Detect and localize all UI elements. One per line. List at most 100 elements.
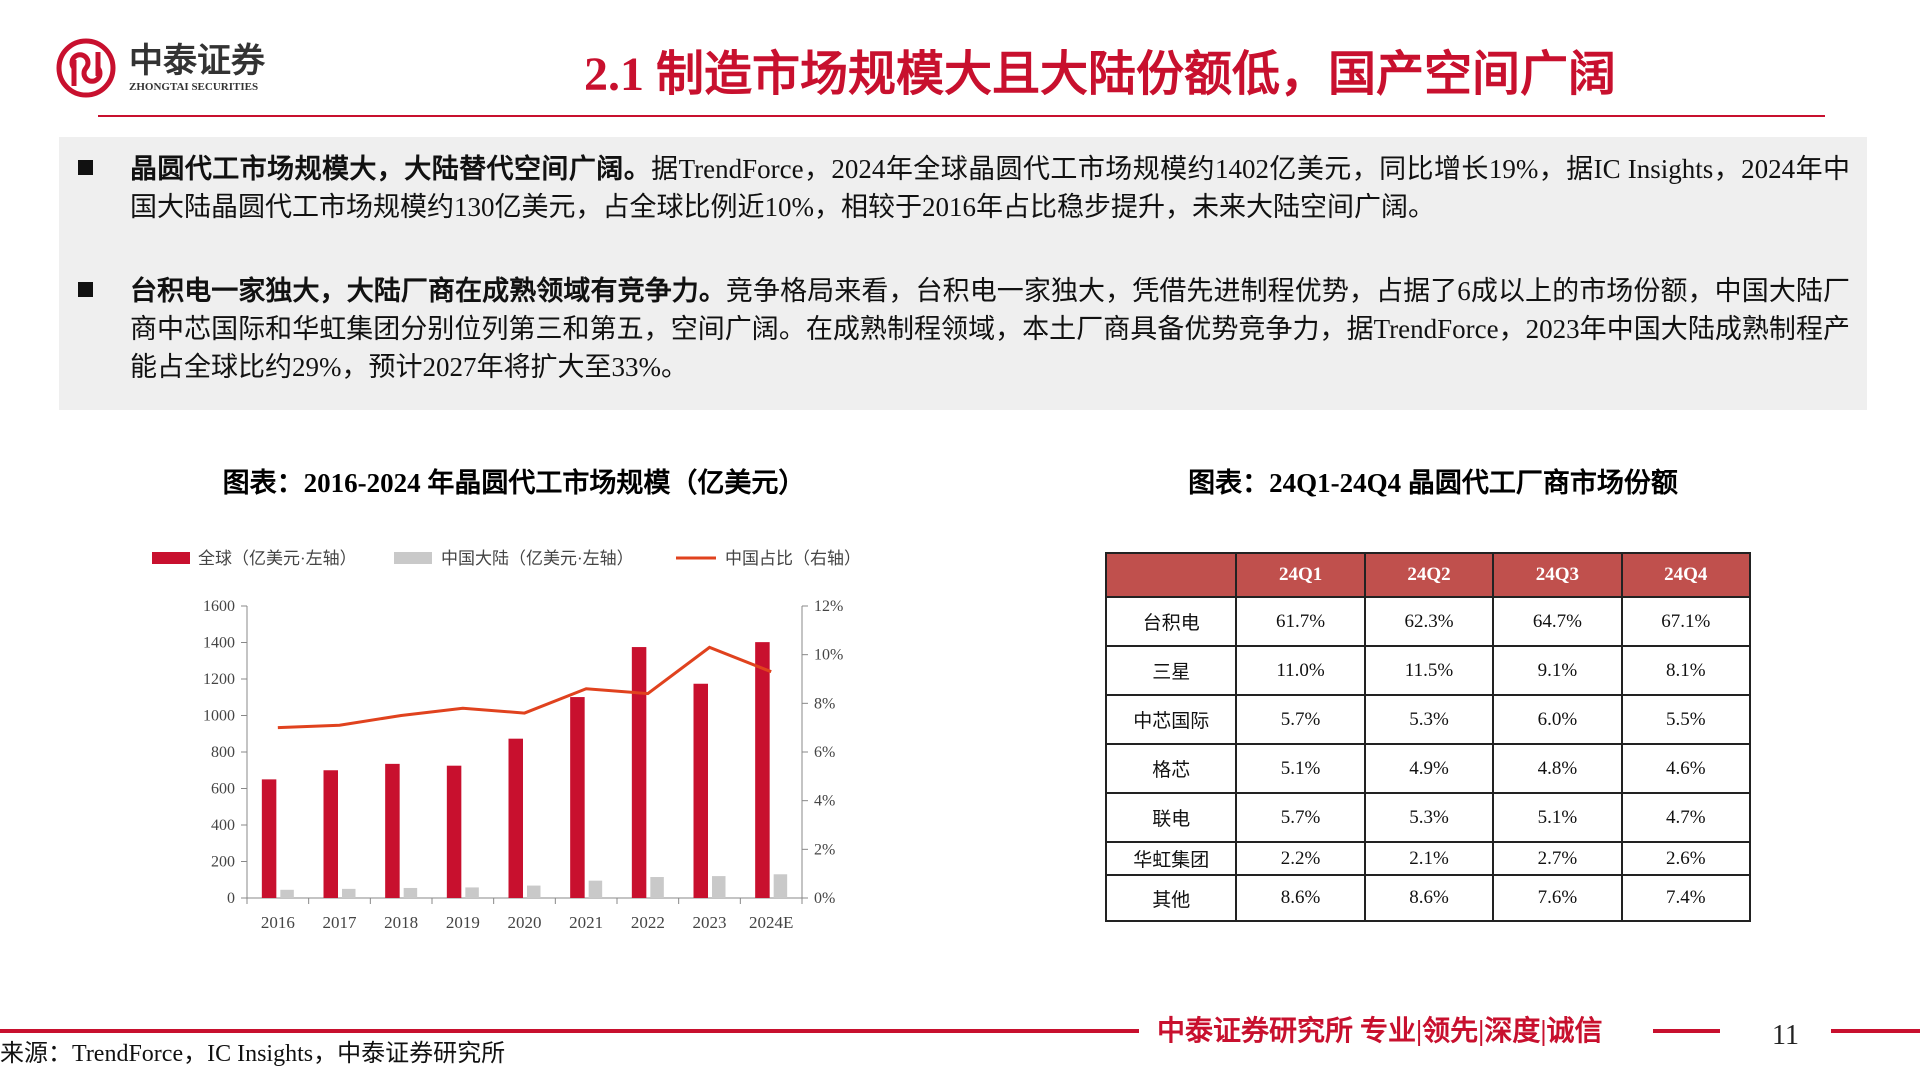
table-cell: 8.6% — [1235, 874, 1366, 922]
table-header: 24Q1 — [1235, 552, 1366, 598]
table-cell: 8.6% — [1363, 874, 1495, 922]
logo-mark — [69, 52, 103, 84]
x-tick-label: 2017 — [323, 913, 358, 932]
bar — [261, 779, 277, 898]
bar — [570, 697, 585, 898]
bar — [446, 765, 462, 898]
bar — [755, 642, 770, 898]
table-cell: 7.4% — [1620, 874, 1752, 922]
y2-tick-label: 12% — [814, 598, 843, 615]
table-cell: 62.3% — [1363, 596, 1495, 647]
x-tick-label: 2021 — [569, 913, 603, 932]
legend-label: 全球（亿美元·左轴） — [198, 549, 357, 568]
table-cell: 4.6% — [1620, 743, 1752, 794]
table-cell: 8.1% — [1620, 645, 1752, 696]
bullet-lead: 台积电一家独大，大陆厂商在成熟领域有竞争力。 — [130, 276, 726, 306]
line-series — [277, 645, 772, 730]
source: 来源：TrendForce，IC Insights，中泰证券研究所 — [0, 1040, 505, 1067]
bullet-text: 竞争格局来看，台积电一家独大，凭借先进制程优势，占据了6成以上的市场份额，中国大… — [130, 276, 1850, 382]
slide-title: 2.1 制造市场规模大且大陆份额低，国产空间广阔 — [583, 48, 1616, 101]
x-tick-label: 2018 — [384, 913, 418, 932]
table-header: 24Q3 — [1492, 552, 1623, 598]
legend-swatch — [152, 552, 190, 564]
table-row: 中芯国际 5.7% 5.3% 6.0% 5.5% — [1104, 694, 1752, 745]
bar — [323, 770, 338, 898]
bullet-marker — [78, 160, 93, 175]
table-cell: 67.1% — [1620, 596, 1752, 647]
table-cell: 61.7% — [1235, 596, 1366, 647]
table-cell: 5.7% — [1235, 694, 1366, 745]
bar — [693, 683, 708, 898]
y2-tick-label: 4% — [814, 793, 835, 810]
x-tick-label: 2024E — [749, 913, 793, 932]
table-cell: 2.7% — [1492, 841, 1623, 876]
bar — [631, 647, 647, 898]
row-label: 联电 — [1104, 792, 1238, 843]
table-row: 格芯 5.1% 4.9% 4.8% 4.6% — [1104, 743, 1752, 794]
bar — [508, 738, 523, 898]
table-cell: 11.0% — [1235, 645, 1366, 696]
table-header: 24Q4 — [1620, 552, 1752, 598]
bar — [385, 763, 400, 898]
table-row: 华虹集团 2.2% 2.1% 2.7% 2.6% — [1104, 841, 1752, 876]
row-label: 格芯 — [1104, 743, 1238, 794]
bullet-lead: 晶圆代工市场规模大，大陆替代空间广阔。 — [130, 154, 652, 184]
table-cell: 5.5% — [1620, 694, 1752, 745]
table-cell: 5.1% — [1235, 743, 1366, 794]
table-cell: 2.1% — [1363, 841, 1495, 876]
table-cell: 2.6% — [1620, 841, 1752, 876]
bar — [280, 889, 294, 898]
row-label: 台积电 — [1104, 596, 1238, 647]
bullet: 晶圆代工市场规模大，大陆替代空间广阔。据TrendForce，2024年全球晶圆… — [130, 150, 1850, 226]
y-tick-label: 200 — [211, 854, 235, 871]
x-tick-label: 2023 — [693, 913, 727, 932]
table-cell: 2.2% — [1235, 841, 1366, 876]
bullet-marker — [78, 282, 93, 297]
bar — [588, 880, 603, 898]
table-cell: 5.7% — [1235, 792, 1366, 843]
table-cell: 4.8% — [1492, 743, 1623, 794]
y-tick-label: 1000 — [203, 708, 235, 725]
table-header-row: 24Q1 24Q2 24Q3 24Q4 — [1104, 552, 1752, 598]
table-row: 其他 8.6% 8.6% 7.6% 7.4% — [1104, 874, 1752, 922]
bar — [712, 876, 726, 898]
chart-title: 图表：2016-2024 年晶圆代工市场规模（亿美元） — [223, 467, 806, 498]
table-cell: 4.9% — [1363, 743, 1495, 794]
table-corner — [1104, 552, 1238, 598]
y2-tick-label: 8% — [814, 695, 835, 712]
table-cell: 6.0% — [1492, 694, 1623, 745]
row-label: 三星 — [1104, 645, 1238, 696]
bar — [773, 874, 788, 898]
x-tick-label: 2019 — [446, 913, 480, 932]
y-tick-label: 1200 — [203, 671, 235, 688]
table-cell: 7.6% — [1492, 874, 1623, 922]
table-title: 图表：24Q1-24Q4 晶圆代工厂商市场份额 — [1188, 467, 1678, 498]
table-cell: 5.3% — [1363, 792, 1495, 843]
legend-label: 中国占比（右轴） — [725, 549, 861, 568]
logo-text: ZHONGTAI SECURITIES — [129, 81, 258, 93]
table-cell: 64.7% — [1492, 596, 1623, 647]
row-label: 中芯国际 — [1104, 694, 1238, 745]
y-tick-label: 400 — [211, 817, 235, 834]
table-cell: 11.5% — [1363, 645, 1495, 696]
y2-tick-label: 10% — [814, 647, 843, 664]
bar — [527, 885, 541, 898]
bar — [403, 887, 418, 898]
x-tick-label: 2020 — [508, 913, 542, 932]
legend-swatch — [394, 552, 432, 564]
row-label: 其他 — [1104, 874, 1238, 922]
table-cell: 5.3% — [1363, 694, 1495, 745]
bar — [465, 887, 479, 898]
y-tick-label: 600 — [211, 781, 235, 798]
footer-tagline: 中泰证券研究所 专业|领先|深度|诚信 — [1157, 1014, 1603, 1047]
y2-tick-label: 2% — [814, 841, 835, 858]
page-number: 11 — [1772, 1020, 1799, 1051]
table-cell: 9.1% — [1492, 645, 1623, 696]
bullet-text: 据TrendForce，2024年全球晶圆代工市场规模约1402亿美元，同比增长… — [130, 154, 1851, 222]
bar — [650, 877, 664, 898]
share-table: 24Q1 24Q2 24Q3 24Q4 台积电 61.7% 62.3% 64.7% 67.1% 三… — [1104, 552, 1752, 922]
table-header: 24Q2 — [1363, 552, 1495, 598]
table-cell: 5.1% — [1492, 792, 1623, 843]
